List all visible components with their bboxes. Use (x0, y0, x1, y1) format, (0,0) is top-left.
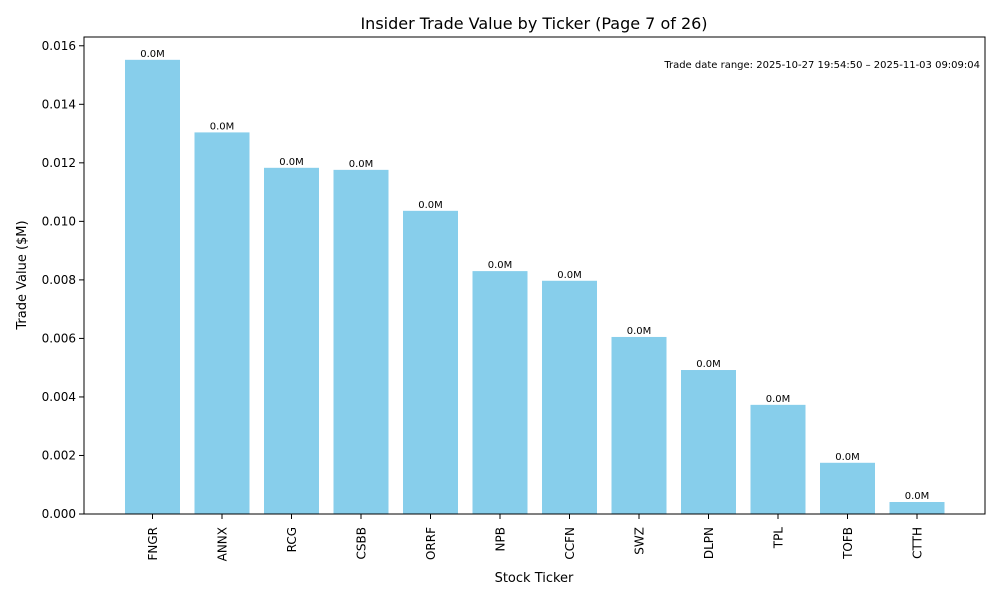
y-tick-label: 0.010 (42, 214, 76, 228)
data-label-ctth: 0.0M (905, 491, 930, 502)
bar-tofb (820, 462, 875, 514)
x-tick-label-fngr: FNGR (146, 527, 160, 561)
y-tick-label: 0.006 (42, 331, 76, 345)
data-label-swz: 0.0M (627, 326, 652, 337)
bar-fngr (125, 59, 180, 514)
x-tick-label-ccfn: CCFN (563, 527, 577, 560)
x-tick-label-tofb: TOFB (841, 527, 855, 560)
bar-orrf (403, 210, 458, 514)
data-label-npb: 0.0M (488, 260, 513, 271)
data-label-annx: 0.0M (210, 121, 235, 132)
bar-tpl (750, 404, 806, 514)
bar-ctth (889, 502, 945, 514)
y-tick-label: 0.004 (42, 390, 76, 404)
bar-swz (611, 336, 667, 514)
y-tick-label: 0.008 (42, 273, 76, 287)
x-tick-label-tpl: TPL (772, 527, 786, 550)
date-range-annotation: Trade date range: 2025-10-27 19:54:50 – … (663, 60, 980, 71)
data-label-orrf: 0.0M (418, 200, 443, 211)
plot-frame (83, 36, 986, 515)
x-tick-label-ctth: CTTH (911, 527, 925, 559)
x-tick-label-swz: SWZ (633, 527, 647, 555)
chart-title: Insider Trade Value by Ticker (Page 7 of… (360, 14, 707, 33)
x-tick-label-orrf: ORRF (424, 527, 438, 560)
y-tick-label: 0.014 (42, 97, 76, 111)
x-tick-label-npb: NPB (494, 527, 508, 551)
data-label-dlpn: 0.0M (696, 359, 721, 370)
bar-ccfn (542, 280, 597, 514)
data-label-rcg: 0.0M (279, 157, 304, 168)
y-tick-label: 0.016 (42, 39, 76, 53)
x-tick-label-annx: ANNX (216, 527, 230, 561)
data-label-ccfn: 0.0M (557, 270, 582, 281)
bar-npb (472, 271, 528, 514)
y-tick-label: 0.000 (42, 507, 76, 521)
bar-csbb (333, 169, 389, 514)
y-tick-label: 0.002 (42, 448, 76, 462)
data-label-tofb: 0.0M (835, 452, 860, 463)
data-label-fngr: 0.0M (140, 49, 165, 60)
bars-group (125, 59, 945, 514)
y-tick-label: 0.012 (42, 156, 76, 170)
x-axis-label: Stock Ticker (495, 571, 574, 586)
bar-rcg (264, 167, 319, 514)
y-axis-label: Trade Value ($M) (15, 220, 30, 330)
x-axis: FNGR ANNX RCG CSBB ORRF NPB CCFN SWZ DLPN TPL TOFB… (146, 514, 925, 561)
data-label-csbb: 0.0M (349, 159, 374, 170)
y-axis: 0.000 0.002 0.004 0.006 0.008 0.010 0.012 0.014… (42, 39, 84, 521)
bar-annx (194, 132, 250, 514)
x-tick-label-rcg: RCG (285, 527, 299, 552)
data-label-tpl: 0.0M (766, 394, 791, 405)
bar-dlpn (681, 370, 736, 514)
x-tick-label-csbb: CSBB (355, 527, 369, 559)
x-tick-label-dlpn: DLPN (702, 527, 716, 559)
data-labels-group: 0.0M 0.0M 0.0M 0.0M 0.0M 0.0M 0.0M 0.0M 0.0M 0.0M… (140, 49, 929, 502)
